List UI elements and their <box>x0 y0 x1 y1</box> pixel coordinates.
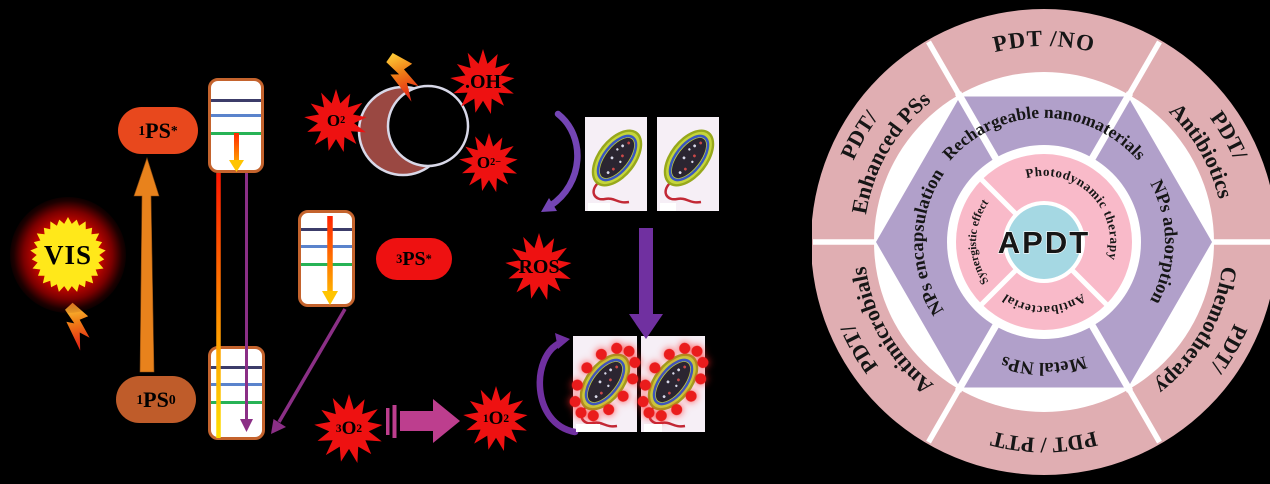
energy-level-line <box>211 99 261 102</box>
excitation-arrow <box>133 157 160 373</box>
starburst-icon <box>505 233 572 300</box>
energy-level-line <box>301 263 352 266</box>
apdt-wheel: PDT /NO PDT/ Antibiotics PDT/ Chemothera… <box>811 0 1270 484</box>
ground-state-pill: 1 PS 0 <box>116 376 196 423</box>
superoxide-label: O 2− <box>476 153 502 172</box>
apdt-center-label: APDT <box>998 225 1090 260</box>
bacterium-card <box>657 117 719 211</box>
singlet-oxygen-to-bacteria-arrowhead <box>555 333 570 349</box>
energy-level-line <box>211 383 262 386</box>
triplet-excited-state-pill: 3 PS * <box>376 238 452 280</box>
ros-starburst: ROS <box>504 233 574 301</box>
bacterium-card <box>585 117 647 211</box>
starburst-icon <box>304 89 367 153</box>
hydroxyl-radical-starburst: .OH <box>448 49 518 115</box>
energy-box-triplet <box>298 210 355 307</box>
lightning-bolt-icon <box>382 52 422 103</box>
energy-level-line <box>301 245 352 248</box>
triplet-decay-arrowhead <box>271 419 286 434</box>
state-base: PS <box>145 117 171 143</box>
vis-sunburst-icon <box>30 217 106 292</box>
energy-level-line <box>301 228 352 231</box>
inner-divider <box>976 264 1022 310</box>
state-base: PS <box>402 247 426 270</box>
energy-transfer-arrow <box>386 399 460 443</box>
inner-divider <box>1066 264 1112 310</box>
hexagon-divider <box>1086 319 1134 393</box>
damaged-bacterium-card <box>641 336 705 432</box>
ring-divider <box>926 381 965 444</box>
apdt-wheel-svg: PDT /NO PDT/ Antibiotics PDT/ Chemothera… <box>811 9 1270 475</box>
radicals-to-ros-arrowhead <box>541 198 557 212</box>
hydroxyl-radical-label: .OH <box>464 70 502 93</box>
starburst-icon <box>463 386 528 452</box>
energy-level-line <box>211 132 261 135</box>
ros-label: ROS <box>518 255 560 278</box>
center-circle <box>1007 205 1081 279</box>
ring-divider <box>926 40 965 103</box>
superoxide-starburst: O 2− <box>458 133 520 193</box>
energy-box-excited <box>208 78 264 173</box>
damaged-bacterium-card <box>573 336 637 432</box>
radicals-to-ros-arrow <box>546 110 581 210</box>
ring-divider <box>1123 381 1162 444</box>
singlet-excited-state-pill: 1 PS * <box>118 107 198 154</box>
starburst-icon <box>314 394 383 463</box>
starburst-icon <box>459 133 518 193</box>
energy-level-line <box>211 366 262 369</box>
singlet-oxygen-to-bacteria-arrow <box>536 339 579 436</box>
hexagon-divider <box>954 319 1002 393</box>
hexagon-divider <box>1086 91 1134 165</box>
energy-level-line <box>211 401 262 404</box>
state-base: PS <box>143 386 169 412</box>
energy-box-ground <box>208 346 265 440</box>
ring-divider <box>1123 40 1162 103</box>
energy-level-line <box>211 114 261 117</box>
inner-divider <box>976 174 1022 220</box>
vis-label: VIS <box>43 239 93 270</box>
vis-light-source: VIS <box>10 197 126 313</box>
hexagon-divider <box>954 91 1002 165</box>
